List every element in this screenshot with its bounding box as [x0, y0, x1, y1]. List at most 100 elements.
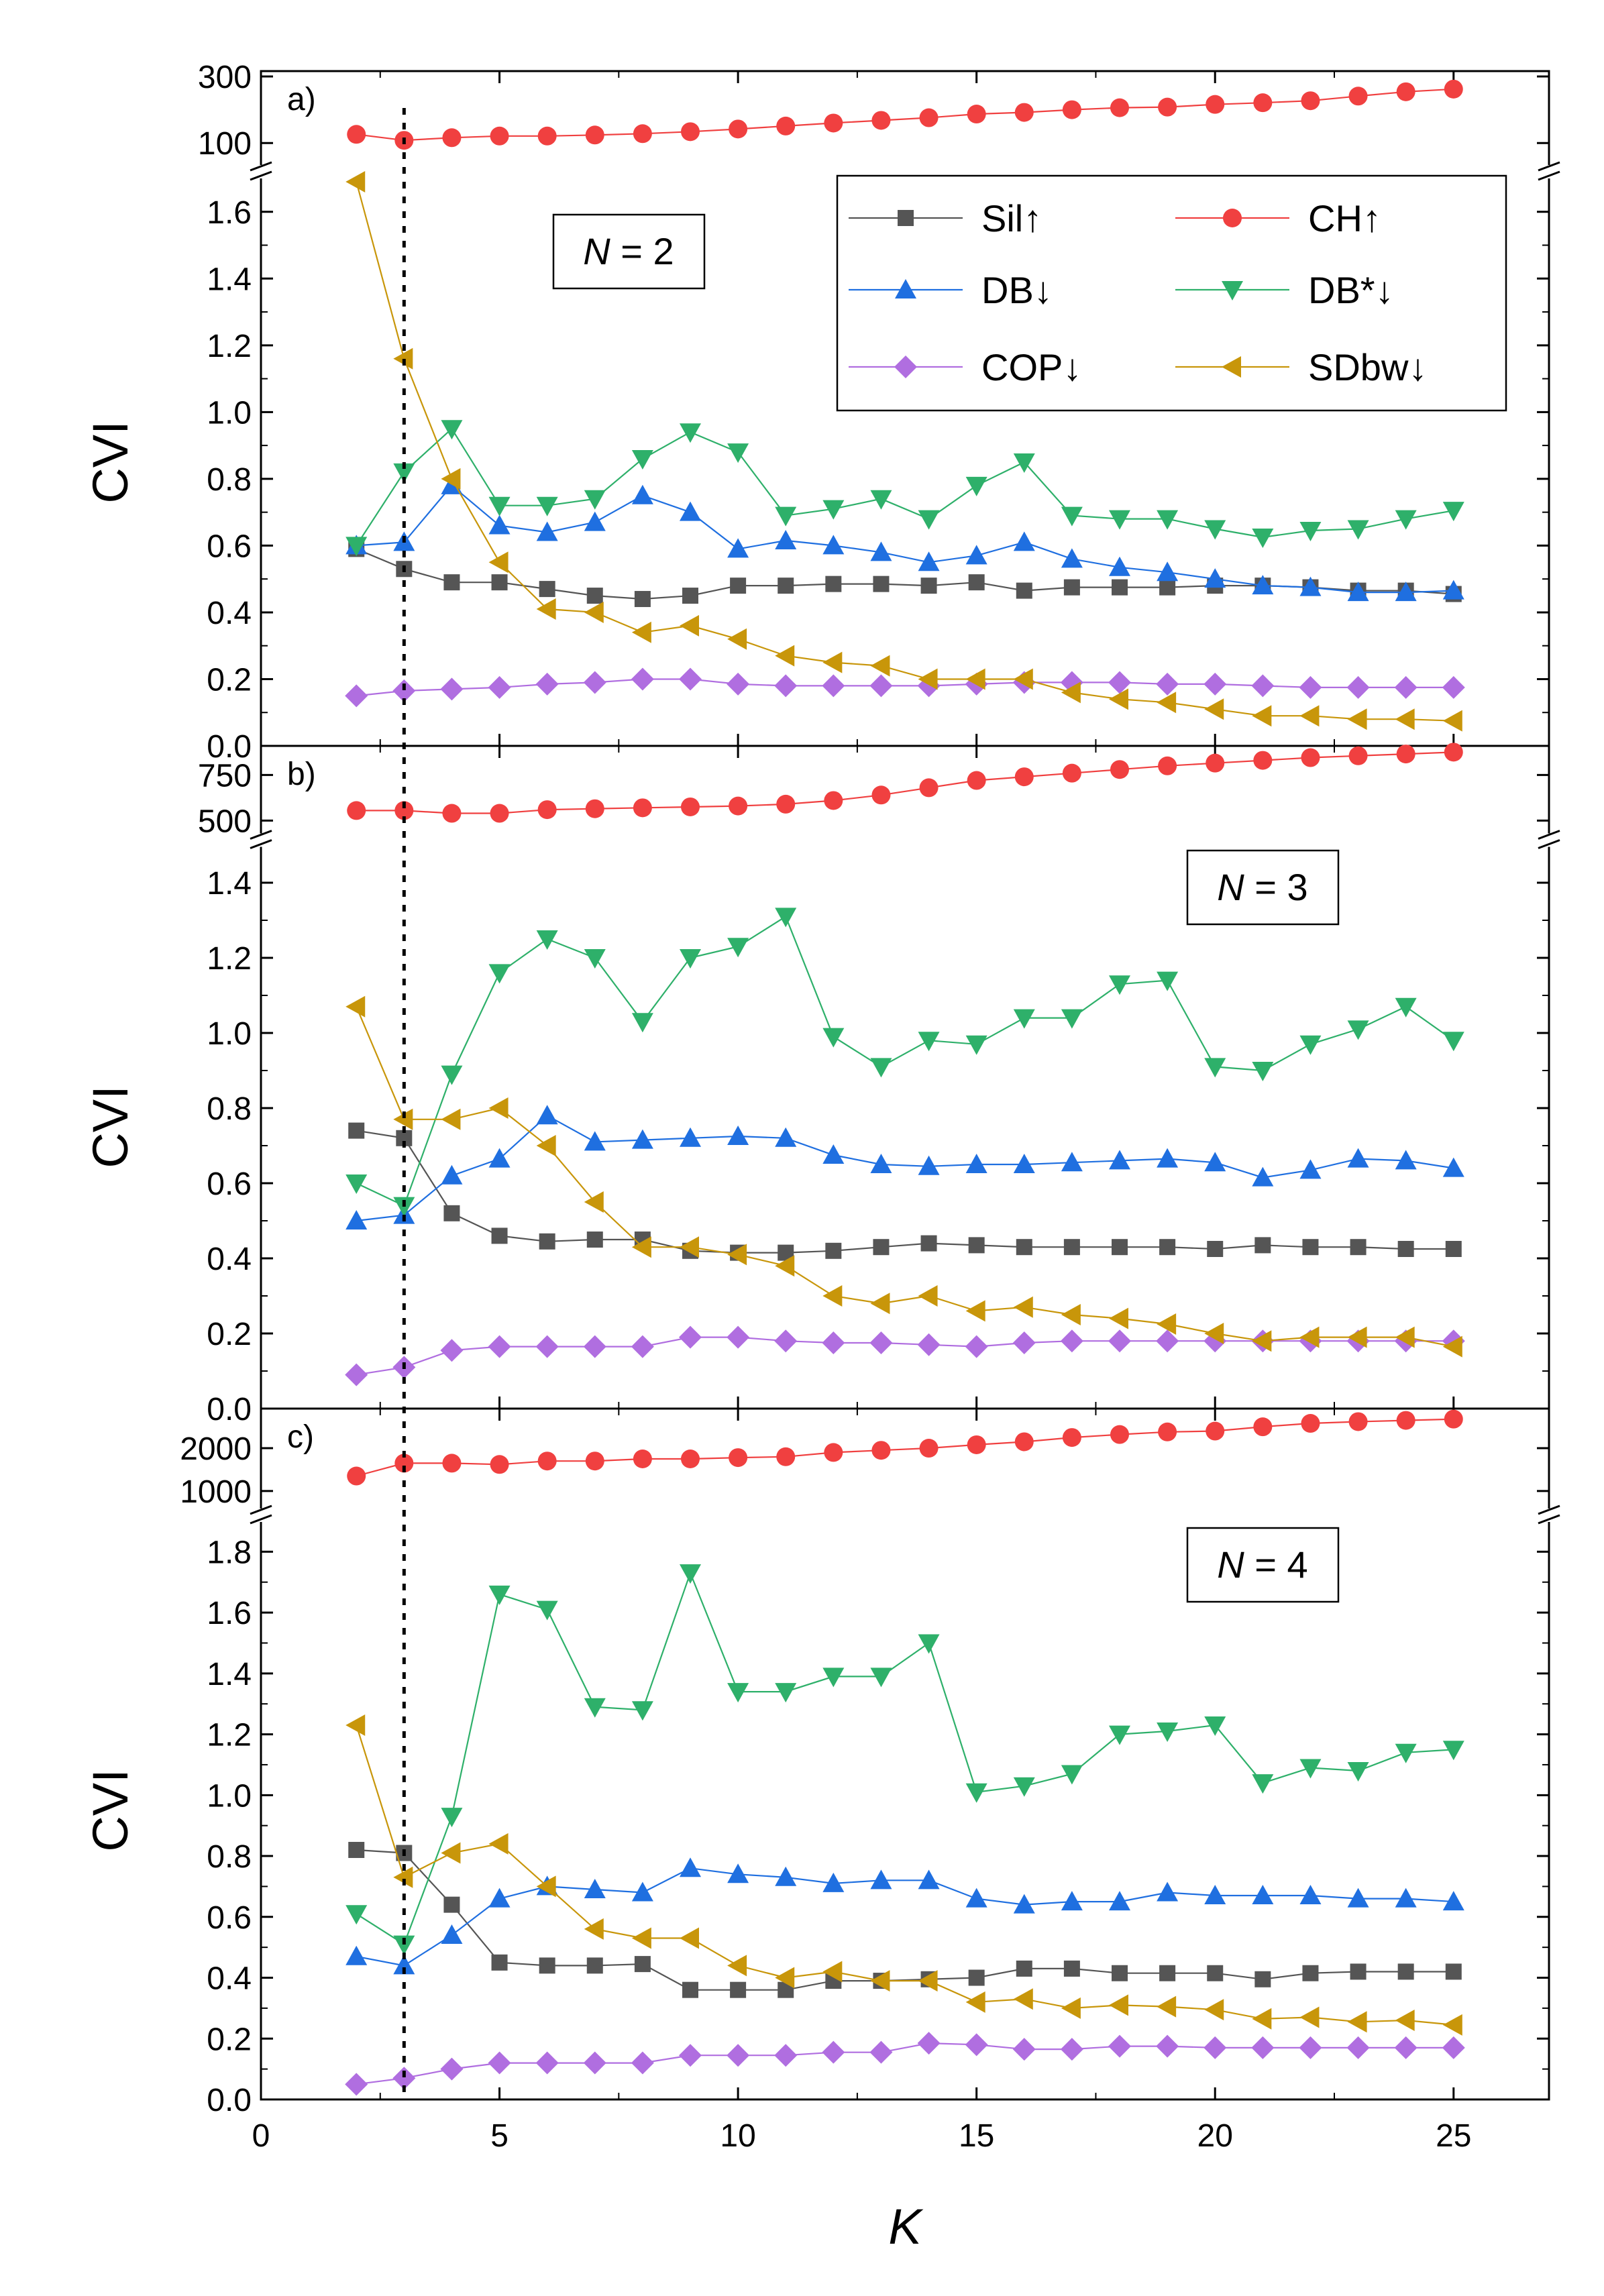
data-point-db — [1395, 582, 1417, 602]
data-point-ch — [1396, 745, 1415, 764]
data-point-sil — [968, 574, 985, 591]
axis-break-mark — [250, 1514, 272, 1525]
data-point-sdbw — [965, 1300, 985, 1322]
data-point-dbs — [1442, 502, 1464, 522]
data-point-ch — [1014, 767, 1034, 787]
data-point-db — [775, 529, 797, 549]
y-tick-label: 1.0 — [207, 395, 252, 431]
data-point-sdbw — [345, 1714, 366, 1736]
data-point-sdbw — [536, 598, 556, 620]
data-point-sil — [778, 578, 794, 594]
panel-1: 100 300 0.0 0.2 0.4 0.6 0.8 1.0 1.2 1.4 1.6 a) CVI N … — [83, 60, 1560, 765]
data-point-cop — [345, 1363, 368, 1386]
ch-tick-label: 300 — [198, 60, 252, 95]
data-point-sdbw — [1109, 688, 1128, 710]
n-label-box — [552, 213, 706, 290]
data-point-ch — [681, 797, 700, 816]
data-point-db — [775, 1866, 797, 1886]
data-point-sil — [730, 1981, 747, 1998]
data-point-ch — [1444, 743, 1463, 762]
data-point-ch — [1348, 746, 1368, 765]
y-tick-label: 1.0 — [207, 1016, 252, 1052]
series-line-sdbw — [356, 1006, 1454, 1348]
data-point-dbs — [1204, 1058, 1226, 1078]
data-point-db — [680, 501, 701, 521]
data-point-db — [345, 1210, 368, 1229]
data-point-db — [1013, 531, 1035, 551]
panel-3: 1000 2000 0.0 0.2 0.4 0.6 0.8 1.0 1.2 1.4 1.6 1.8 c)… — [83, 1407, 1560, 2118]
data-point-sdbw — [1252, 2008, 1272, 2030]
data-point-sdbw — [1252, 1330, 1272, 1352]
data-point-sdbw — [1395, 2010, 1415, 2032]
data-point-cop — [1060, 2038, 1083, 2061]
n-label-symbol: N — [1217, 866, 1244, 908]
y-tick-label: 1.8 — [207, 1535, 252, 1570]
data-point-sil — [1112, 1965, 1128, 1981]
data-point-sdbw — [965, 668, 985, 690]
data-point-sil — [825, 576, 842, 592]
data-point-db — [1395, 1150, 1417, 1170]
data-point-sil — [1445, 1963, 1462, 1980]
data-point-ch — [633, 124, 652, 144]
data-point-cop — [488, 675, 511, 699]
data-point-cop — [869, 2040, 893, 2064]
data-point-sdbw — [822, 651, 843, 673]
data-point-dbs — [631, 1701, 653, 1721]
series-ch — [347, 1409, 1463, 1486]
data-point-sdbw — [775, 1255, 795, 1277]
data-point-dbs — [965, 1783, 987, 1803]
legend-item-sil: Sil↑ — [849, 197, 1042, 239]
data-point-cop — [1012, 1331, 1036, 1354]
data-point-ch — [442, 1454, 462, 1473]
data-point-dbs — [1299, 522, 1322, 542]
data-point-sdbw — [1061, 681, 1081, 704]
y-tick-label: 1.4 — [207, 262, 252, 297]
data-point-ch — [347, 801, 366, 820]
data-point-cop — [440, 677, 464, 701]
data-point-sil — [968, 1237, 985, 1254]
data-point-cop — [1442, 2036, 1465, 2059]
data-point-db — [1442, 580, 1464, 600]
data-point-dbs — [727, 1683, 749, 1703]
data-point-sdbw — [1013, 668, 1033, 690]
data-point-sil — [682, 1981, 698, 1998]
data-point-dbs — [727, 443, 749, 463]
n-label-box — [1186, 1527, 1340, 1603]
data-point-dbs — [822, 1028, 845, 1048]
data-point-db — [1204, 568, 1226, 588]
data-point-ch — [490, 1455, 509, 1474]
data-point-ch — [347, 1466, 366, 1486]
data-point-sdbw — [584, 1918, 604, 1940]
data-point-dbs — [1061, 506, 1083, 527]
data-point-sdbw — [1204, 1999, 1224, 2021]
data-point-sdbw — [1204, 698, 1224, 720]
data-point-sdbw — [1157, 1313, 1177, 1335]
panel-label: c) — [287, 1419, 314, 1455]
data-point-cop — [822, 1331, 845, 1354]
data-point-dbs — [488, 964, 511, 984]
data-point-sdbw — [345, 170, 366, 193]
data-point-dbs — [536, 1600, 558, 1621]
y-tick-label: 0.0 — [207, 1392, 252, 1427]
data-point-db — [1347, 1148, 1369, 1168]
data-point-dbs — [1013, 1009, 1035, 1029]
data-point-dbs — [1442, 1741, 1464, 1761]
x-tick-label: 0 — [252, 2118, 270, 2154]
legend-label: SDbw↓ — [1308, 346, 1427, 388]
series-line-sil — [356, 1130, 1454, 1254]
data-point-cop — [1299, 2036, 1322, 2059]
data-point-cop — [440, 1339, 464, 1362]
y-tick-label: 0.4 — [207, 1242, 252, 1277]
series-line-ch — [356, 1418, 1454, 1477]
series-line-dbs — [356, 427, 1454, 546]
data-point-cop — [679, 667, 702, 691]
data-point-db — [918, 1869, 940, 1890]
data-point-ch — [729, 119, 748, 139]
data-point-dbs — [584, 490, 606, 510]
axis-break-mark — [250, 1505, 272, 1515]
ch-tick-label: 100 — [198, 126, 252, 162]
y-tick-label: 1.0 — [207, 1778, 252, 1814]
data-point-dbs — [1347, 1020, 1369, 1040]
data-point-dbs — [680, 949, 701, 969]
data-point-ch — [1206, 753, 1225, 773]
